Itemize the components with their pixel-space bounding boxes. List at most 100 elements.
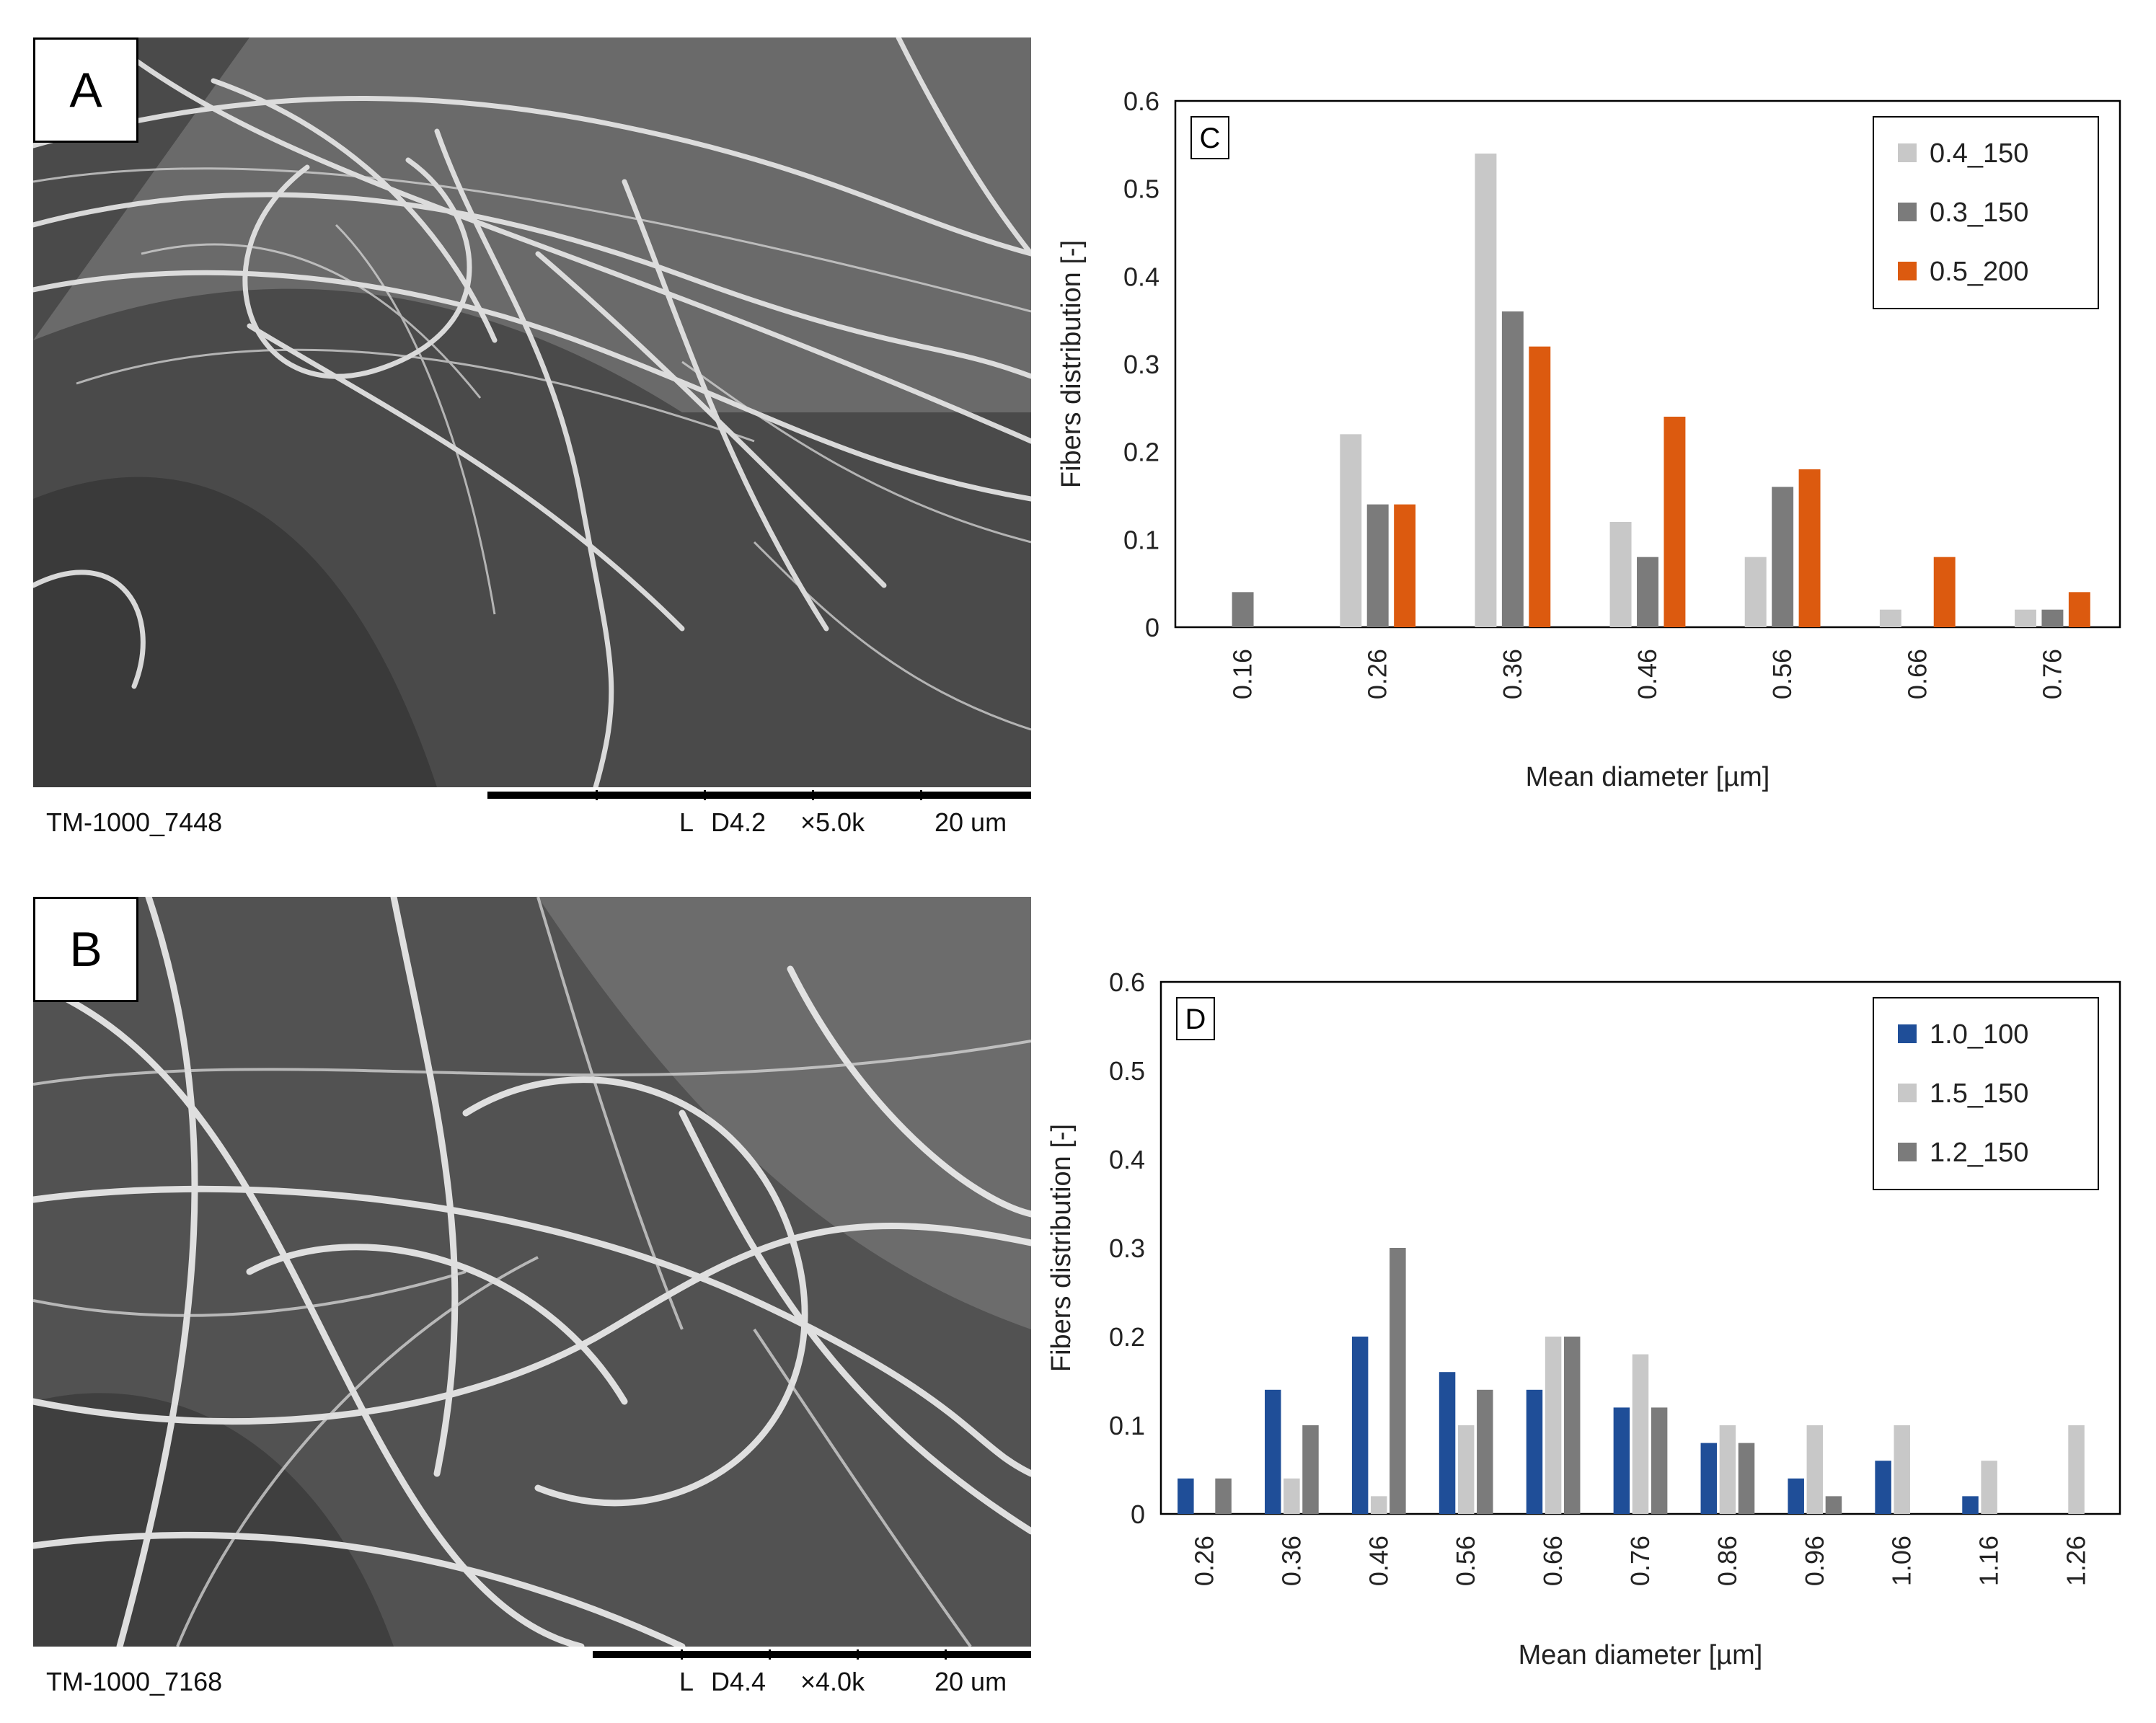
x-tick-label: 0.76 [1625, 1536, 1655, 1586]
mode-label: L [679, 807, 694, 837]
bar-1.0_100-0.86 [1700, 1443, 1718, 1514]
sem-footer-b: TM-1000_7168 L D4.4 ×4.0k 20 um [33, 1647, 1031, 1697]
bar-1.2_150-0.86 [1738, 1443, 1755, 1514]
bar-1.0_100-0.36 [1265, 1389, 1281, 1514]
scale-tick [704, 790, 706, 800]
panel-label-d: D [1185, 1004, 1206, 1035]
y-tick-label: 0.3 [1123, 350, 1159, 379]
bar-0.3_150-0.56 [1772, 487, 1794, 627]
legend-swatch [1898, 1024, 1917, 1043]
y-tick-label: 0.6 [1109, 967, 1145, 997]
bar-1.0_100-0.46 [1351, 1337, 1369, 1514]
bar-1.5_150-1.06 [1894, 1425, 1910, 1514]
scale-tick [945, 1649, 947, 1660]
x-tick-label: 0.66 [1902, 649, 1932, 699]
x-tick-label: 0.56 [1767, 649, 1797, 699]
legend-swatch [1898, 262, 1917, 280]
x-tick-label: 0.46 [1364, 1536, 1393, 1586]
bar-0.5_200-0.46 [1664, 417, 1686, 627]
bar-1.2_150-0.36 [1302, 1425, 1319, 1514]
legend-label: 0.3_150 [1930, 198, 2028, 228]
bar-0.4_150-0.66 [1879, 609, 1901, 627]
bar-0.3_150-0.16 [1232, 592, 1254, 627]
bar-0.4_150-0.76 [2015, 609, 2036, 627]
bar-0.4_150-0.56 [1744, 557, 1767, 627]
legend-label: 1.5_150 [1930, 1078, 2028, 1109]
bar-1.5_150-0.36 [1284, 1478, 1300, 1514]
sem-panel-b: B TM-1000_7168 L D4.4 ×4.0k 20 um [33, 897, 1031, 1697]
scale-tick [681, 1649, 683, 1660]
x-tick-label: 0.16 [1228, 649, 1258, 699]
sem-panel-a: A TM-1000_7448 L D4.2 ×5.0k 20 um [33, 37, 1031, 838]
y-tick-label: 0.2 [1109, 1322, 1145, 1352]
image-id: TM-1000_7448 [46, 807, 223, 837]
bar-1.5_150-0.96 [1806, 1425, 1824, 1514]
chart-c-svg: 0 0.1 0.2 0.3 0.4 0.5 0.6 0.16 0.26 0.36 0.46 0.56 0… [1056, 87, 2121, 792]
bar-1.2_150-0.76 [1651, 1407, 1668, 1514]
bar-1.2_150-0.56 [1477, 1389, 1493, 1514]
panel-label-b: B [33, 897, 138, 1002]
magnification: ×4.0k [800, 1667, 865, 1696]
legend-swatch [1898, 1084, 1917, 1102]
legend-swatch [1898, 1143, 1917, 1161]
scale-label: 20 um [935, 1667, 1007, 1696]
y-tick-label: 0.4 [1123, 262, 1159, 291]
legend-label: 1.0_100 [1930, 1019, 2028, 1050]
bar-0.3_150-0.46 [1637, 557, 1658, 627]
bar-1.0_100-0.26 [1178, 1478, 1194, 1514]
legend-label: 1.2_150 [1930, 1138, 2028, 1168]
x-tick-label: 0.96 [1800, 1536, 1829, 1586]
panel-label-box [1190, 116, 1229, 159]
bar-1.5_150-1.26 [2068, 1425, 2085, 1514]
x-tick-label: 1.16 [1974, 1536, 2004, 1586]
y-axis-title: Fibers distribution [-] [1056, 240, 1087, 488]
working-distance: D4.4 [711, 1667, 766, 1696]
bar-1.5_150-0.86 [1719, 1425, 1736, 1514]
scale-tick [769, 1649, 771, 1660]
image-id: TM-1000_7168 [46, 1667, 223, 1696]
scale-tick [920, 790, 922, 800]
scale-tick [857, 1649, 859, 1660]
y-tick-label: 0 [1131, 1500, 1145, 1529]
bar-1.0_100-0.96 [1788, 1478, 1804, 1514]
bar-1.0_100-0.56 [1439, 1372, 1456, 1514]
bar-0.5_200-0.66 [1933, 557, 1956, 627]
legend-label: 0.4_150 [1930, 138, 2028, 169]
y-tick-label: 0.5 [1123, 174, 1159, 204]
x-tick-label: 0.26 [1189, 1536, 1219, 1586]
legend-label: 0.5_200 [1930, 257, 2028, 287]
bar-0.5_200-0.76 [2068, 592, 2090, 627]
chart-d: 0 0.1 0.2 0.3 0.4 0.5 0.6 0.26 0.36 0.46 0.56 0.66 0… [1038, 959, 2149, 1687]
y-tick-label: 0.5 [1109, 1056, 1145, 1086]
x-tick-label: 0.46 [1633, 649, 1662, 699]
bar-1.0_100-1.06 [1875, 1461, 1891, 1514]
sem-footer-a: TM-1000_7448 L D4.2 ×5.0k 20 um [33, 787, 1031, 838]
x-tick-label: 0.66 [1538, 1536, 1568, 1586]
bar-0.5_200-0.26 [1394, 504, 1416, 627]
panel-label-box [1176, 997, 1215, 1040]
y-tick-label: 0.3 [1109, 1233, 1145, 1263]
y-tick-label: 0.4 [1109, 1145, 1145, 1174]
x-tick-label: 0.26 [1363, 649, 1392, 699]
scale-bar [487, 792, 1031, 799]
panel-label-a: A [33, 37, 138, 143]
chart-d-svg: 0 0.1 0.2 0.3 0.4 0.5 0.6 0.26 0.36 0.46 0.56 0.66 0… [1046, 967, 2121, 1670]
bar-1.5_150-1.16 [1981, 1461, 1997, 1514]
bar-1.2_150-0.26 [1215, 1478, 1232, 1514]
legend-swatch [1898, 203, 1917, 221]
x-tick-label: 0.76 [2037, 649, 2067, 699]
panel-label-c: C [1200, 123, 1221, 154]
y-axis-title: Fibers distribution [-] [1046, 1124, 1077, 1372]
bar-0.4_150-0.36 [1475, 154, 1497, 627]
bar-1.0_100-0.76 [1613, 1407, 1630, 1514]
bar-0.4_150-0.46 [1609, 522, 1632, 627]
bar-1.5_150-0.76 [1632, 1354, 1649, 1514]
y-tick-label: 0.1 [1109, 1411, 1145, 1440]
y-tick-label: 0.1 [1123, 525, 1159, 554]
mode-label: L [679, 1667, 694, 1696]
working-distance: D4.2 [711, 807, 766, 837]
x-axis-title: Mean diameter [µm] [1526, 762, 1770, 792]
bar-0.5_200-0.36 [1529, 346, 1551, 627]
sem-micrograph-a: A [33, 37, 1031, 787]
scale-label: 20 um [935, 807, 1007, 837]
